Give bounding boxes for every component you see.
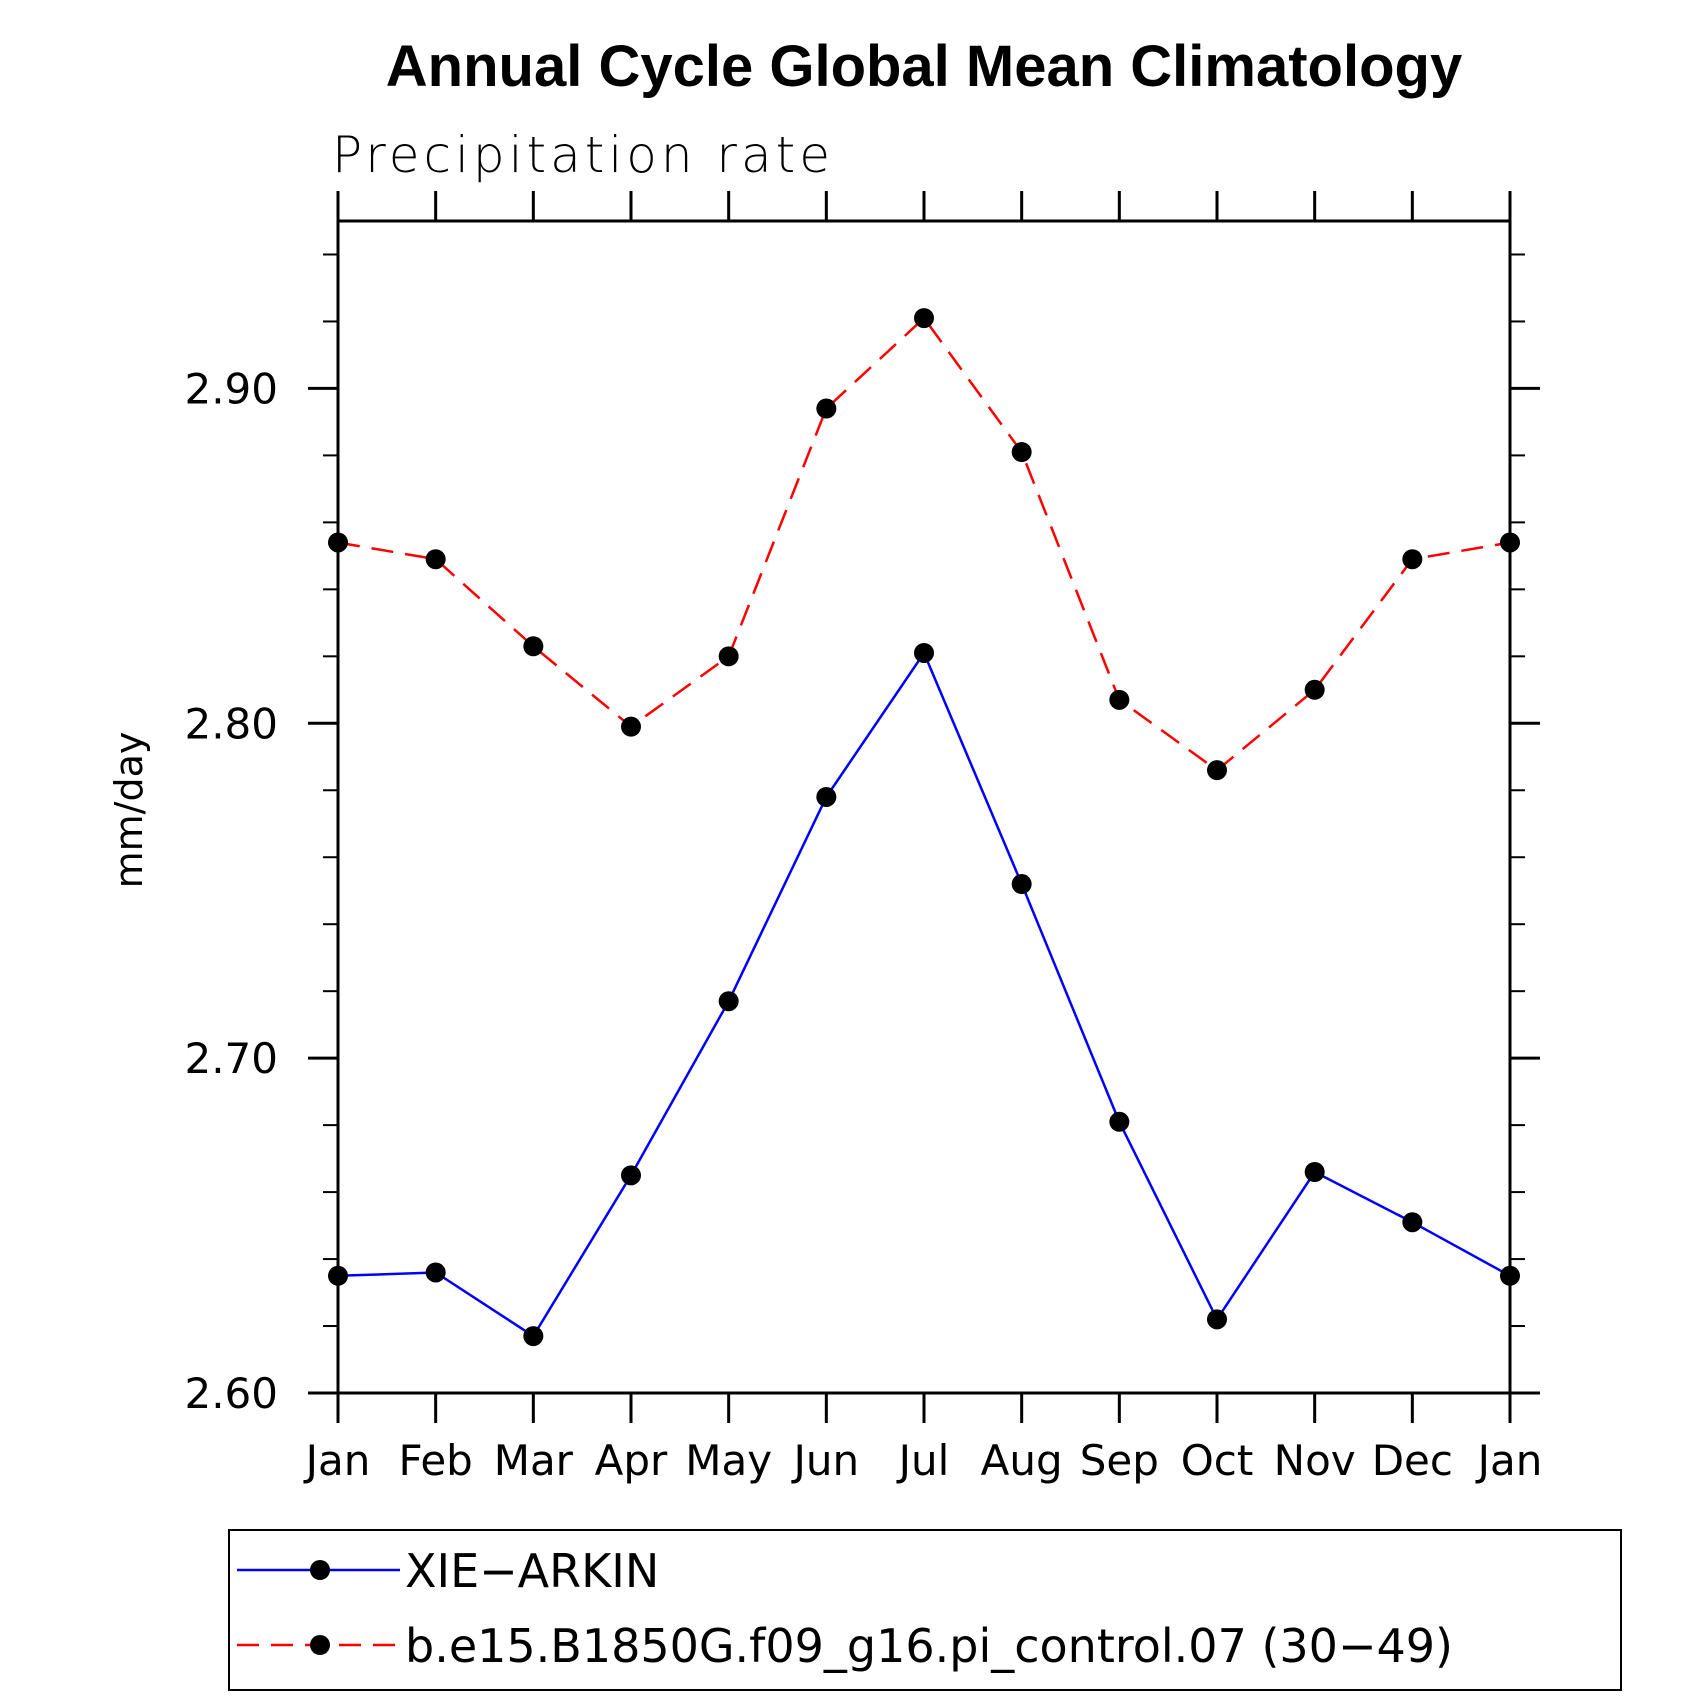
x-tick-label: Feb [398,1436,472,1485]
data-point [1109,689,1130,710]
data-point [816,398,837,419]
y-tick-label: 2.90 [184,364,278,413]
data-point [816,786,837,807]
data-point [914,642,934,663]
x-tick-label: Oct [1181,1436,1254,1485]
data-point [328,1265,348,1286]
data-point [425,1262,446,1283]
y-tick-label: 2.60 [184,1369,278,1418]
data-point [1207,760,1227,781]
data-point [425,549,446,570]
data-point [1500,532,1520,553]
data-point [718,646,739,667]
chart-title: Annual Cycle Global Mean Climatology [386,34,1462,99]
data-point [328,532,348,553]
data-point [1109,1111,1130,1132]
data-point [1402,1212,1423,1233]
legend: XIE−ARKIN b.e15.B1850G.f09_g16.pi_control… [237,1544,1453,1673]
y-axis-label: mm/day [107,732,151,889]
x-tick-label: Sep [1080,1436,1159,1485]
series-line-2 [337,316,1511,772]
data-point [621,1165,641,1186]
x-tick-label: Dec [1372,1436,1453,1485]
axes: Jan Feb Mar Apr May Jun Jul Aug Sep Oct Nov Dec Jan 2… [184,191,1542,1485]
legend-label-1: XIE−ARKIN [405,1544,659,1598]
plot-frame [336,219,1512,1395]
x-tick-label: Nov [1274,1436,1356,1485]
legend-marker-1 [310,1560,330,1580]
data-point [718,991,739,1012]
series-group [328,308,1520,1347]
x-tick-label: May [685,1436,772,1485]
data-point [621,716,641,737]
x-tick-label: Apr [595,1436,668,1485]
x-tick-label: Jul [896,1436,950,1485]
data-point [1207,1309,1227,1330]
legend-label-2: b.e15.B1850G.f09_g16.pi_control.07 (30−4… [405,1619,1453,1673]
data-point [1500,1265,1520,1286]
data-point [914,308,934,329]
x-tick-label: Jun [791,1436,860,1485]
x-tick-label: Mar [494,1436,574,1485]
x-tick-label: Aug [981,1436,1063,1485]
data-point [1011,874,1032,895]
data-point [1011,442,1032,463]
data-point [1304,679,1325,700]
legend-marker-2 [310,1635,330,1655]
y-tick-label: 2.70 [184,1034,278,1083]
data-point [523,1326,544,1347]
y-tick-label: 2.80 [184,699,278,748]
chart-subtitle: Precipitation rate [332,126,834,184]
series-line-1 [337,650,1511,1338]
data-point [1402,549,1423,570]
x-tick-label: Jan [303,1436,371,1485]
legend-box [228,1529,1622,1691]
x-tick-label: Jan [1475,1436,1543,1485]
data-point [1304,1161,1325,1182]
data-point [523,636,544,657]
